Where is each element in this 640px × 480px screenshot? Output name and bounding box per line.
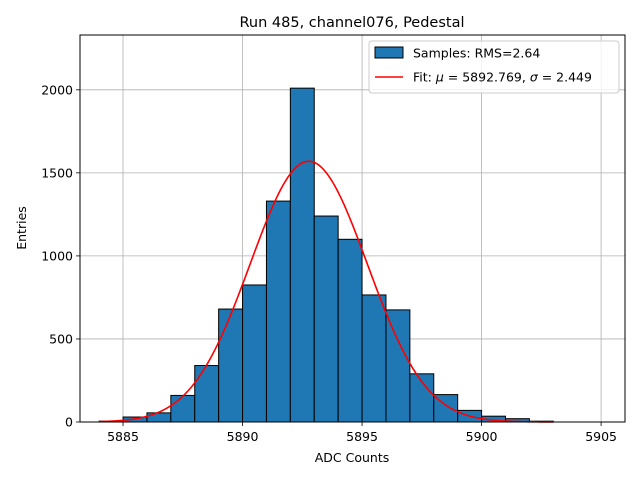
chart-title: Run 485, channel076, Pedestal <box>239 15 464 31</box>
x-axis-ticks: 5885 5890 5895 5900 5905 <box>107 422 617 444</box>
y-tick-label: 2000 <box>41 82 73 97</box>
histogram-bar <box>218 308 244 423</box>
y-tick-label: 1500 <box>41 165 73 180</box>
histogram-bar <box>265 200 291 423</box>
legend-samples-swatch <box>374 46 404 59</box>
legend-sigma-value: = 2.449 <box>538 70 592 85</box>
histogram-bars <box>98 87 554 423</box>
x-tick-label: 5900 <box>466 429 498 444</box>
histogram-bar <box>385 309 411 423</box>
legend-mu-value: = 5892.769, <box>444 70 530 85</box>
plot-frame <box>79 34 626 423</box>
histogram-bar <box>337 238 363 423</box>
x-tick-label: 5890 <box>227 429 259 444</box>
legend-samples-label: Samples: RMS=2.64 <box>413 46 540 61</box>
y-tick-label: 1000 <box>41 248 73 263</box>
histogram-bar <box>242 284 267 423</box>
y-axis-label: Entries <box>14 206 29 250</box>
histogram-bar <box>146 412 172 423</box>
x-tick-label: 5885 <box>107 429 139 444</box>
histogram-bar <box>289 87 315 423</box>
legend: Samples: RMS=2.64 Fit: μ = 5892.769, σ =… <box>368 40 620 94</box>
histogram-bar <box>313 215 339 423</box>
legend-fit-label: Fit: μ = 5892.769, σ = 2.449 <box>413 70 592 85</box>
histogram-bar <box>194 365 220 423</box>
legend-mu-symbol: μ <box>435 70 444 85</box>
y-tick-label: 0 <box>65 415 73 430</box>
x-tick-label: 5895 <box>346 429 378 444</box>
legend-sigma-symbol: σ <box>530 70 539 85</box>
fit-curve <box>99 160 554 423</box>
x-tick-label: 5905 <box>585 429 617 444</box>
legend-frame <box>368 40 620 94</box>
y-tick-label: 500 <box>49 331 73 346</box>
legend-fit-prefix: Fit: <box>413 70 436 85</box>
histogram-bar <box>361 294 387 423</box>
x-axis-label: ADC Counts <box>315 450 390 465</box>
y-axis-ticks: 0 500 1000 1500 2000 <box>41 82 80 430</box>
histogram-bar <box>170 394 196 423</box>
